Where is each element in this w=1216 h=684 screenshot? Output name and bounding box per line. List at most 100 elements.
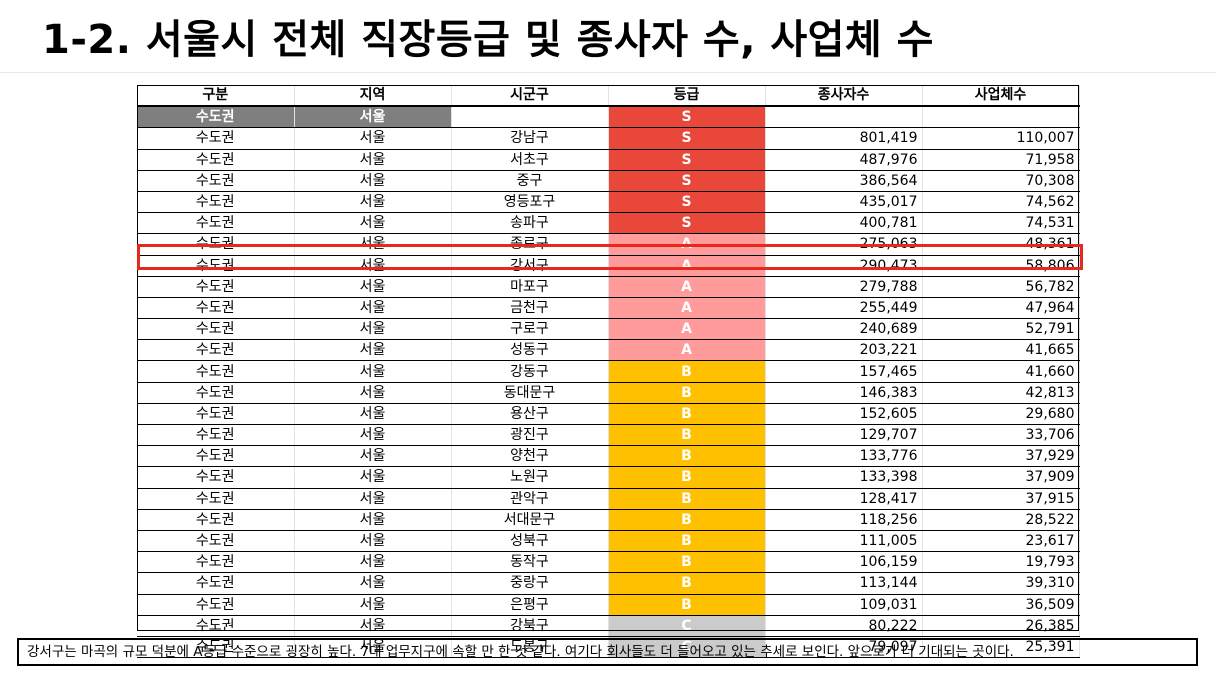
table-row: 수도권 서울 도봉구 C 79,097 25,391 — [137, 636, 1080, 659]
table-row: 수도권 서울 노원구 B 133,398 37,909 — [137, 466, 1080, 489]
table-row: 수도권 서울 중구 S 386,564 70,308 — [137, 170, 1080, 192]
table-row: 수도권 서울 서초구 S 487,976 71,958 — [137, 149, 1080, 171]
cell-workers: 113,144 — [765, 572, 923, 595]
header-businesses: 사업체수 — [922, 85, 1080, 108]
cell-grade: S — [608, 212, 766, 235]
cell-group: 수도권 — [137, 466, 295, 489]
cell-businesses: 28,522 — [922, 509, 1080, 531]
cell-district: 양천구 — [451, 445, 609, 468]
cell-region: 서울 — [294, 445, 452, 468]
table-row: 수도권 서울 성북구 B 111,005 23,617 — [137, 530, 1080, 553]
cell-grade: B — [608, 488, 766, 510]
cell-group: 수도권 — [137, 403, 295, 426]
cell-group: 수도권 — [137, 615, 295, 637]
cell-businesses: 74,562 — [922, 191, 1080, 214]
cell-region: 서울 — [294, 424, 452, 447]
cell-workers: 129,707 — [765, 424, 923, 447]
cell-group: 수도권 — [137, 318, 295, 341]
cell-businesses: 19,793 — [922, 551, 1080, 574]
cell-workers: 435,017 — [765, 191, 923, 214]
cell-district: 구로구 — [451, 318, 609, 341]
title-divider — [0, 72, 1216, 73]
cell-grade: A — [608, 339, 766, 362]
cell-group: 수도권 — [137, 149, 295, 171]
cell-businesses: 37,929 — [922, 445, 1080, 468]
cell-group: 수도권 — [137, 636, 295, 659]
cell-district: 마포구 — [451, 276, 609, 298]
table-row: 수도권 서울 강남구 S 801,419 110,007 — [137, 127, 1080, 150]
summary-businesses — [922, 106, 1080, 129]
cell-businesses: 56,782 — [922, 276, 1080, 298]
table-row: 수도권 서울 강동구 B 157,465 41,660 — [137, 360, 1080, 383]
cell-workers: 290,473 — [765, 255, 923, 277]
cell-district: 광진구 — [451, 424, 609, 447]
cell-businesses: 25,391 — [922, 636, 1080, 659]
cell-grade: S — [608, 191, 766, 214]
table-row: 수도권 서울 서대문구 B 118,256 28,522 — [137, 509, 1080, 531]
cell-businesses: 71,958 — [922, 149, 1080, 171]
cell-grade: A — [608, 276, 766, 298]
cell-group: 수도권 — [137, 572, 295, 595]
cell-district: 강북구 — [451, 615, 609, 637]
cell-region: 서울 — [294, 233, 452, 256]
cell-businesses: 42,813 — [922, 382, 1080, 404]
cell-workers: 386,564 — [765, 170, 923, 192]
header-workers: 종사자수 — [765, 85, 923, 108]
cell-group: 수도권 — [137, 233, 295, 256]
summary-district — [451, 106, 609, 129]
cell-grade: B — [608, 403, 766, 426]
cell-group: 수도권 — [137, 445, 295, 468]
summary-workers — [765, 106, 923, 129]
cell-group: 수도권 — [137, 551, 295, 574]
cell-group: 수도권 — [137, 191, 295, 214]
cell-businesses: 52,791 — [922, 318, 1080, 341]
cell-district: 강동구 — [451, 360, 609, 383]
summary-row: 수도권 서울 S — [137, 106, 1080, 129]
cell-businesses: 29,680 — [922, 403, 1080, 426]
table-row: 수도권 서울 동작구 B 106,159 19,793 — [137, 551, 1080, 574]
cell-district: 용산구 — [451, 403, 609, 426]
cell-grade: A — [608, 255, 766, 277]
cell-region: 서울 — [294, 403, 452, 426]
cell-grade: B — [608, 551, 766, 574]
cell-businesses: 37,909 — [922, 466, 1080, 489]
cell-group: 수도권 — [137, 297, 295, 320]
cell-businesses: 41,665 — [922, 339, 1080, 362]
cell-workers: 157,465 — [765, 360, 923, 383]
cell-region: 서울 — [294, 360, 452, 383]
cell-district: 서초구 — [451, 149, 609, 171]
header-group: 구분 — [137, 85, 295, 108]
cell-workers: 118,256 — [765, 509, 923, 531]
table-row: 수도권 서울 영등포구 S 435,017 74,562 — [137, 191, 1080, 214]
commentary-note: 강서구는 마곡의 규모 덕분에 A등급 수준으로 굉장히 높다. 7대 업무지구… — [17, 638, 1198, 666]
cell-grade: A — [608, 297, 766, 320]
table-row: 수도권 서울 마포구 A 279,788 56,782 — [137, 276, 1080, 298]
cell-businesses: 41,660 — [922, 360, 1080, 383]
cell-workers: 133,776 — [765, 445, 923, 468]
table-row: 수도권 서울 구로구 A 240,689 52,791 — [137, 318, 1080, 341]
cell-businesses: 110,007 — [922, 127, 1080, 150]
cell-district: 중랑구 — [451, 572, 609, 595]
cell-workers: 279,788 — [765, 276, 923, 298]
cell-workers: 275,063 — [765, 233, 923, 256]
table-row: 수도권 서울 관악구 B 128,417 37,915 — [137, 488, 1080, 510]
table-row: 수도권 서울 광진구 B 129,707 33,706 — [137, 424, 1080, 447]
cell-businesses: 37,915 — [922, 488, 1080, 510]
cell-district: 서대문구 — [451, 509, 609, 531]
page-title: 1-2. 서울시 전체 직장등급 및 종사자 수, 사업체 수 — [42, 17, 934, 63]
cell-district: 관악구 — [451, 488, 609, 510]
cell-group: 수도권 — [137, 170, 295, 192]
table-row: 수도권 서울 강북구 C 80,222 26,385 — [137, 615, 1080, 637]
table-row: 수도권 서울 용산구 B 152,605 29,680 — [137, 403, 1080, 426]
cell-grade: B — [608, 445, 766, 468]
cell-region: 서울 — [294, 636, 452, 659]
cell-businesses: 39,310 — [922, 572, 1080, 595]
table-row: 수도권 서울 강서구 A 290,473 58,806 — [137, 255, 1080, 277]
cell-workers: 128,417 — [765, 488, 923, 510]
cell-workers: 106,159 — [765, 551, 923, 574]
table-row: 수도권 서울 금천구 A 255,449 47,964 — [137, 297, 1080, 320]
table-row: 수도권 서울 동대문구 B 146,383 42,813 — [137, 382, 1080, 404]
cell-workers: 79,097 — [765, 636, 923, 659]
cell-region: 서울 — [294, 594, 452, 616]
cell-workers: 203,221 — [765, 339, 923, 362]
